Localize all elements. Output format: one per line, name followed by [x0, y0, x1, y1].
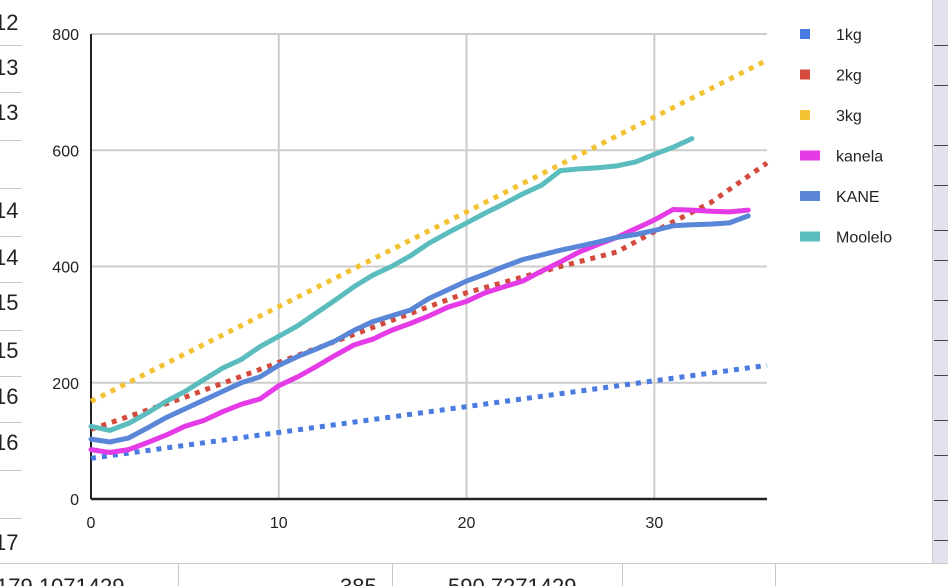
sheet-right-tick	[934, 45, 948, 46]
legend-swatch	[800, 231, 820, 242]
y-tick-label: 800	[52, 27, 79, 44]
sheet-right-tick	[934, 540, 948, 541]
legend-swatch	[800, 191, 820, 201]
sheet-right-tick	[934, 300, 948, 301]
sheet-right-tick	[934, 260, 948, 261]
legend-swatch	[800, 29, 810, 39]
sheet-row-numbers: 12 13 13 14 14 15 15 16 16 17	[0, 0, 22, 585]
sheet-row-number: 17	[0, 530, 19, 555]
sheet-right-tick	[934, 420, 948, 421]
sheet-row-number: 16	[0, 430, 19, 455]
sheet-row-number: 13	[0, 100, 19, 125]
legend-label: Moolelo	[836, 230, 892, 247]
sheet-right-edge	[932, 0, 948, 585]
legend-swatch	[800, 110, 810, 120]
y-tick-label: 600	[52, 143, 79, 160]
cell-divider	[178, 564, 179, 586]
sheet-row-number: 12	[0, 10, 19, 35]
sheet-row-divider	[0, 45, 22, 46]
sheet-row-divider	[0, 376, 22, 377]
sheet-right-tick	[934, 185, 948, 186]
y-tick-label: 400	[52, 260, 79, 277]
sheet-row-divider	[0, 330, 22, 331]
legend-label: 2kg	[836, 68, 862, 85]
x-tick-label: 20	[458, 515, 476, 532]
sheet-row-divider	[0, 518, 22, 519]
sheet-row-divider	[0, 422, 22, 423]
x-tick-label: 0	[87, 515, 96, 532]
cell-divider	[622, 564, 623, 586]
sheet-row-number: 15	[0, 338, 19, 363]
series-line-1kg	[90, 362, 768, 461]
sheet-row-divider	[0, 236, 22, 237]
sheet-row-number: 15	[0, 290, 19, 315]
sheet-right-tick	[934, 340, 948, 341]
bottom-cell-2: 385	[340, 574, 377, 586]
sheet-row-divider	[0, 188, 22, 189]
series-line-2kg	[90, 160, 769, 432]
sheet-right-tick	[934, 85, 948, 86]
series-line-kanela	[88, 207, 751, 455]
sheet-row-divider	[0, 470, 22, 471]
sheet-bottom-row: 179.1071429 385 590.7271429	[0, 563, 948, 586]
legend-label: 1kg	[836, 27, 862, 44]
legend-label: 3kg	[836, 108, 862, 125]
sheet-right-tick	[934, 500, 948, 501]
chart-card[interactable]: 0 200 400 600 800 0 10 20 30 1kg 2kg 3kg kanela KANE M…	[22, 0, 932, 563]
legend-swatch	[800, 150, 820, 161]
series-line-moolelo	[88, 136, 695, 433]
y-tick-label: 200	[52, 376, 79, 393]
sheet-right-tick	[934, 455, 948, 456]
x-tick-label: 30	[645, 515, 663, 532]
sheet-row-number: 13	[0, 55, 19, 80]
legend-label: kanela	[836, 149, 883, 166]
sheet-row-number: 14	[0, 198, 19, 223]
legend-label: KANE	[836, 189, 880, 206]
x-tick-label: 10	[270, 515, 288, 532]
legend-swatch	[800, 69, 810, 80]
bottom-cell-3: 590.7271429	[448, 574, 576, 586]
sheet-row-number: 14	[0, 245, 19, 270]
series-line-3kg	[89, 57, 769, 404]
sheet-row-divider	[0, 140, 22, 141]
series-line-kane	[88, 213, 751, 445]
sheet-row-divider	[0, 282, 22, 283]
cell-divider	[775, 564, 776, 586]
sheet-right-tick	[934, 230, 948, 231]
sheet-right-tick	[934, 145, 948, 146]
sheet-row-number: 16	[0, 384, 19, 409]
cell-divider	[392, 564, 393, 586]
line-chart: 0 200 400 600 800 0 10 20 30 1kg 2kg 3kg kanela KANE M…	[52, 27, 892, 532]
bottom-cell-1: 179.1071429	[0, 574, 124, 586]
sheet-row-divider	[0, 92, 22, 93]
y-tick-label: 0	[70, 492, 79, 509]
sheet-right-tick	[934, 375, 948, 376]
